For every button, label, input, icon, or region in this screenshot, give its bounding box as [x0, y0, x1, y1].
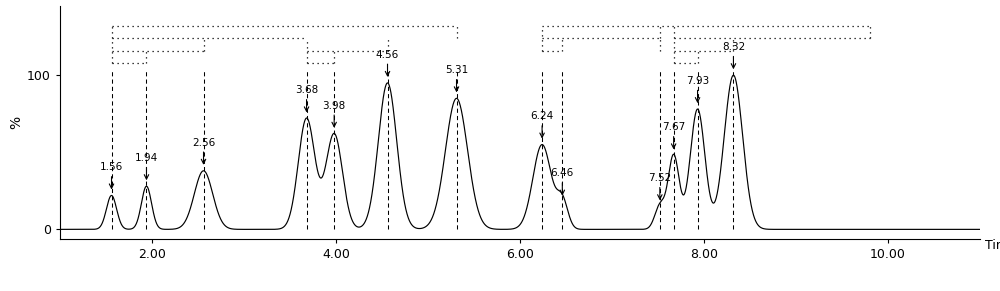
- Text: Time: Time: [985, 239, 1000, 252]
- Text: 5.31: 5.31: [445, 65, 468, 75]
- Text: 3.98: 3.98: [323, 101, 346, 111]
- Text: 4.56: 4.56: [376, 50, 399, 60]
- Text: 1.94: 1.94: [135, 153, 158, 163]
- Text: 1.56: 1.56: [100, 162, 123, 172]
- Text: 7.52: 7.52: [648, 173, 671, 183]
- Text: 3.68: 3.68: [295, 85, 318, 95]
- Text: 6.24: 6.24: [530, 111, 554, 121]
- Text: 6.46: 6.46: [551, 168, 574, 178]
- Y-axis label: %: %: [9, 116, 23, 129]
- Text: 7.67: 7.67: [662, 122, 685, 132]
- Text: 7.93: 7.93: [686, 76, 709, 86]
- Text: 8.32: 8.32: [722, 42, 745, 52]
- Text: 2.56: 2.56: [192, 138, 215, 148]
